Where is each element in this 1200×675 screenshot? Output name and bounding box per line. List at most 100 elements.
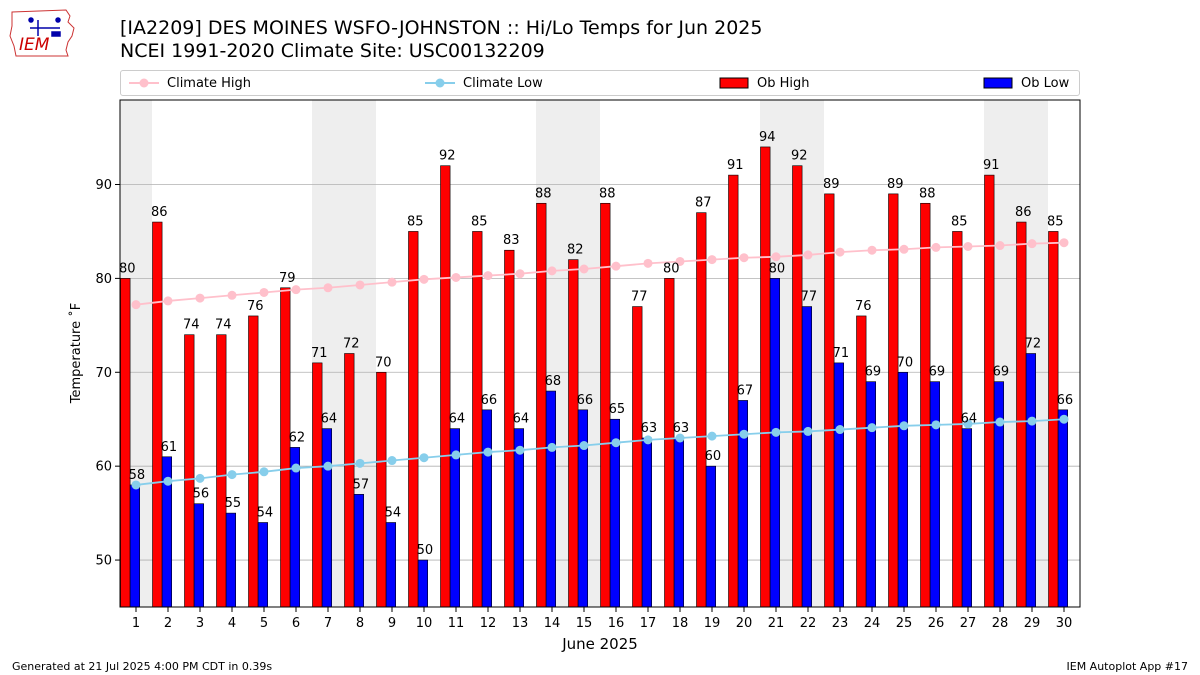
x-tick-label: 2 — [164, 616, 172, 631]
climate-low-point — [867, 423, 877, 433]
weather-station-icon — [28, 17, 61, 37]
ob-high-value-label: 71 — [311, 346, 328, 361]
ob-low-value-label: 67 — [737, 383, 754, 398]
ob-low-bar — [993, 381, 1004, 608]
climate-high-point — [707, 255, 717, 265]
ob-high-value-label: 85 — [407, 214, 424, 229]
x-axis-label: June 2025 — [561, 635, 638, 653]
plot-frame — [119, 99, 1081, 608]
climate-low-point — [995, 417, 1005, 427]
ob-low-value-label: 71 — [833, 346, 850, 361]
ob-high-bar — [568, 259, 579, 608]
climate-low-point — [643, 435, 653, 445]
ob-high-bar — [824, 193, 835, 608]
y-tick-label: 80 — [95, 272, 112, 287]
chart-title: [IA2209] DES MOINES WSFO-JOHNSTON :: Hi/… — [120, 17, 763, 39]
x-tick-label: 19 — [704, 616, 721, 631]
ob-high-bar — [440, 165, 451, 608]
ob-low-value-label: 70 — [897, 355, 914, 370]
ob-high-bar — [632, 306, 643, 608]
ob-high-bar — [504, 249, 515, 608]
climate-high-point — [451, 272, 461, 282]
x-tick-label: 25 — [896, 616, 913, 631]
ob-low-value-label: 64 — [513, 412, 530, 427]
ob-high-bar — [312, 362, 323, 608]
climate-high-point — [291, 285, 301, 295]
ob-high-bar — [760, 146, 771, 608]
ob-low-value-label: 66 — [1057, 393, 1074, 408]
ob-high-value-label: 82 — [567, 243, 584, 258]
ob-high-value-label: 77 — [631, 290, 648, 305]
x-tick-label: 5 — [260, 616, 268, 631]
climate-high-point — [1059, 238, 1069, 248]
ob-high-value-label: 88 — [919, 186, 936, 201]
x-tick-label: 12 — [480, 616, 497, 631]
climate-high-point — [419, 274, 429, 284]
climate-low-point — [803, 426, 813, 436]
climate-high-point — [579, 264, 589, 274]
ob-low-value-label: 54 — [385, 506, 402, 521]
ob-high-value-label: 79 — [279, 271, 296, 286]
ob-low-bar — [417, 559, 429, 608]
climate-lines — [131, 238, 1069, 490]
generated-timestamp: Generated at 21 Jul 2025 4:00 PM CDT in … — [12, 660, 273, 673]
ob-low-value-label: 62 — [289, 430, 306, 445]
ob-high-bar — [152, 221, 163, 608]
climate-low-point — [227, 470, 237, 480]
ob-high-value-label: 86 — [151, 205, 168, 220]
climate-low-point — [259, 467, 269, 477]
ob-high-bar — [120, 278, 131, 608]
ob-low-bar — [257, 522, 269, 608]
ob-low-bar — [193, 503, 205, 608]
x-tick-label: 23 — [832, 616, 849, 631]
ob-low-bar — [961, 428, 972, 608]
legend-label-climate-high: Climate High — [167, 75, 252, 91]
ob-high-bar — [888, 193, 899, 608]
logo-text: IEM — [19, 35, 50, 55]
climate-high-point — [931, 242, 941, 252]
legend-item-ob-high: Ob High — [719, 71, 810, 95]
ob-high-value-label: 83 — [503, 233, 520, 248]
ob-high-value-label: 92 — [439, 149, 456, 164]
legend-label-climate-low: Climate Low — [463, 75, 543, 91]
ob-low-bar — [545, 390, 556, 608]
ob-high-swatch-icon — [719, 77, 749, 89]
ob-low-swatch-icon — [983, 77, 1013, 89]
ob-high-value-label: 87 — [695, 196, 712, 211]
climate-high-point — [355, 280, 365, 290]
ob-low-value-label: 60 — [705, 449, 722, 464]
legend-label-ob-high: Ob High — [757, 75, 810, 91]
x-tick-label: 22 — [800, 616, 817, 631]
climate-high-point — [515, 269, 525, 279]
y-tick-label: 70 — [95, 366, 112, 381]
ob-low-bar — [385, 522, 397, 608]
ob-low-value-label: 63 — [641, 421, 658, 436]
ob-high-bar — [664, 278, 675, 608]
ob-high-value-label: 86 — [1015, 205, 1032, 220]
ob-high-bar — [248, 315, 259, 608]
climate-low-point — [1059, 414, 1069, 424]
ob-low-bar — [577, 409, 588, 608]
ob-high-value-label: 85 — [1047, 214, 1064, 229]
ob-low-bar — [353, 494, 365, 608]
x-tick-label: 21 — [768, 616, 785, 631]
ob-low-value-label: 80 — [769, 261, 786, 276]
ob-high-value-label: 91 — [727, 158, 744, 173]
ob-high-bar — [472, 231, 483, 608]
ob-low-value-label: 66 — [577, 393, 594, 408]
ob-low-value-label: 77 — [801, 290, 818, 305]
ob-low-value-label: 66 — [481, 393, 498, 408]
climate-high-point — [771, 252, 781, 262]
y-tick-label: 60 — [95, 460, 112, 475]
climate-low-point — [483, 447, 493, 457]
y-tick-label: 50 — [95, 554, 112, 569]
climate-low-point — [163, 476, 173, 486]
ob-high-value-label: 92 — [791, 149, 808, 164]
climate-low-point — [355, 458, 365, 468]
ob-low-bar — [1025, 353, 1036, 608]
ob-low-value-label: 69 — [993, 365, 1010, 380]
ob-low-value-label: 65 — [609, 402, 626, 417]
ob-high-value-label: 80 — [119, 261, 136, 276]
